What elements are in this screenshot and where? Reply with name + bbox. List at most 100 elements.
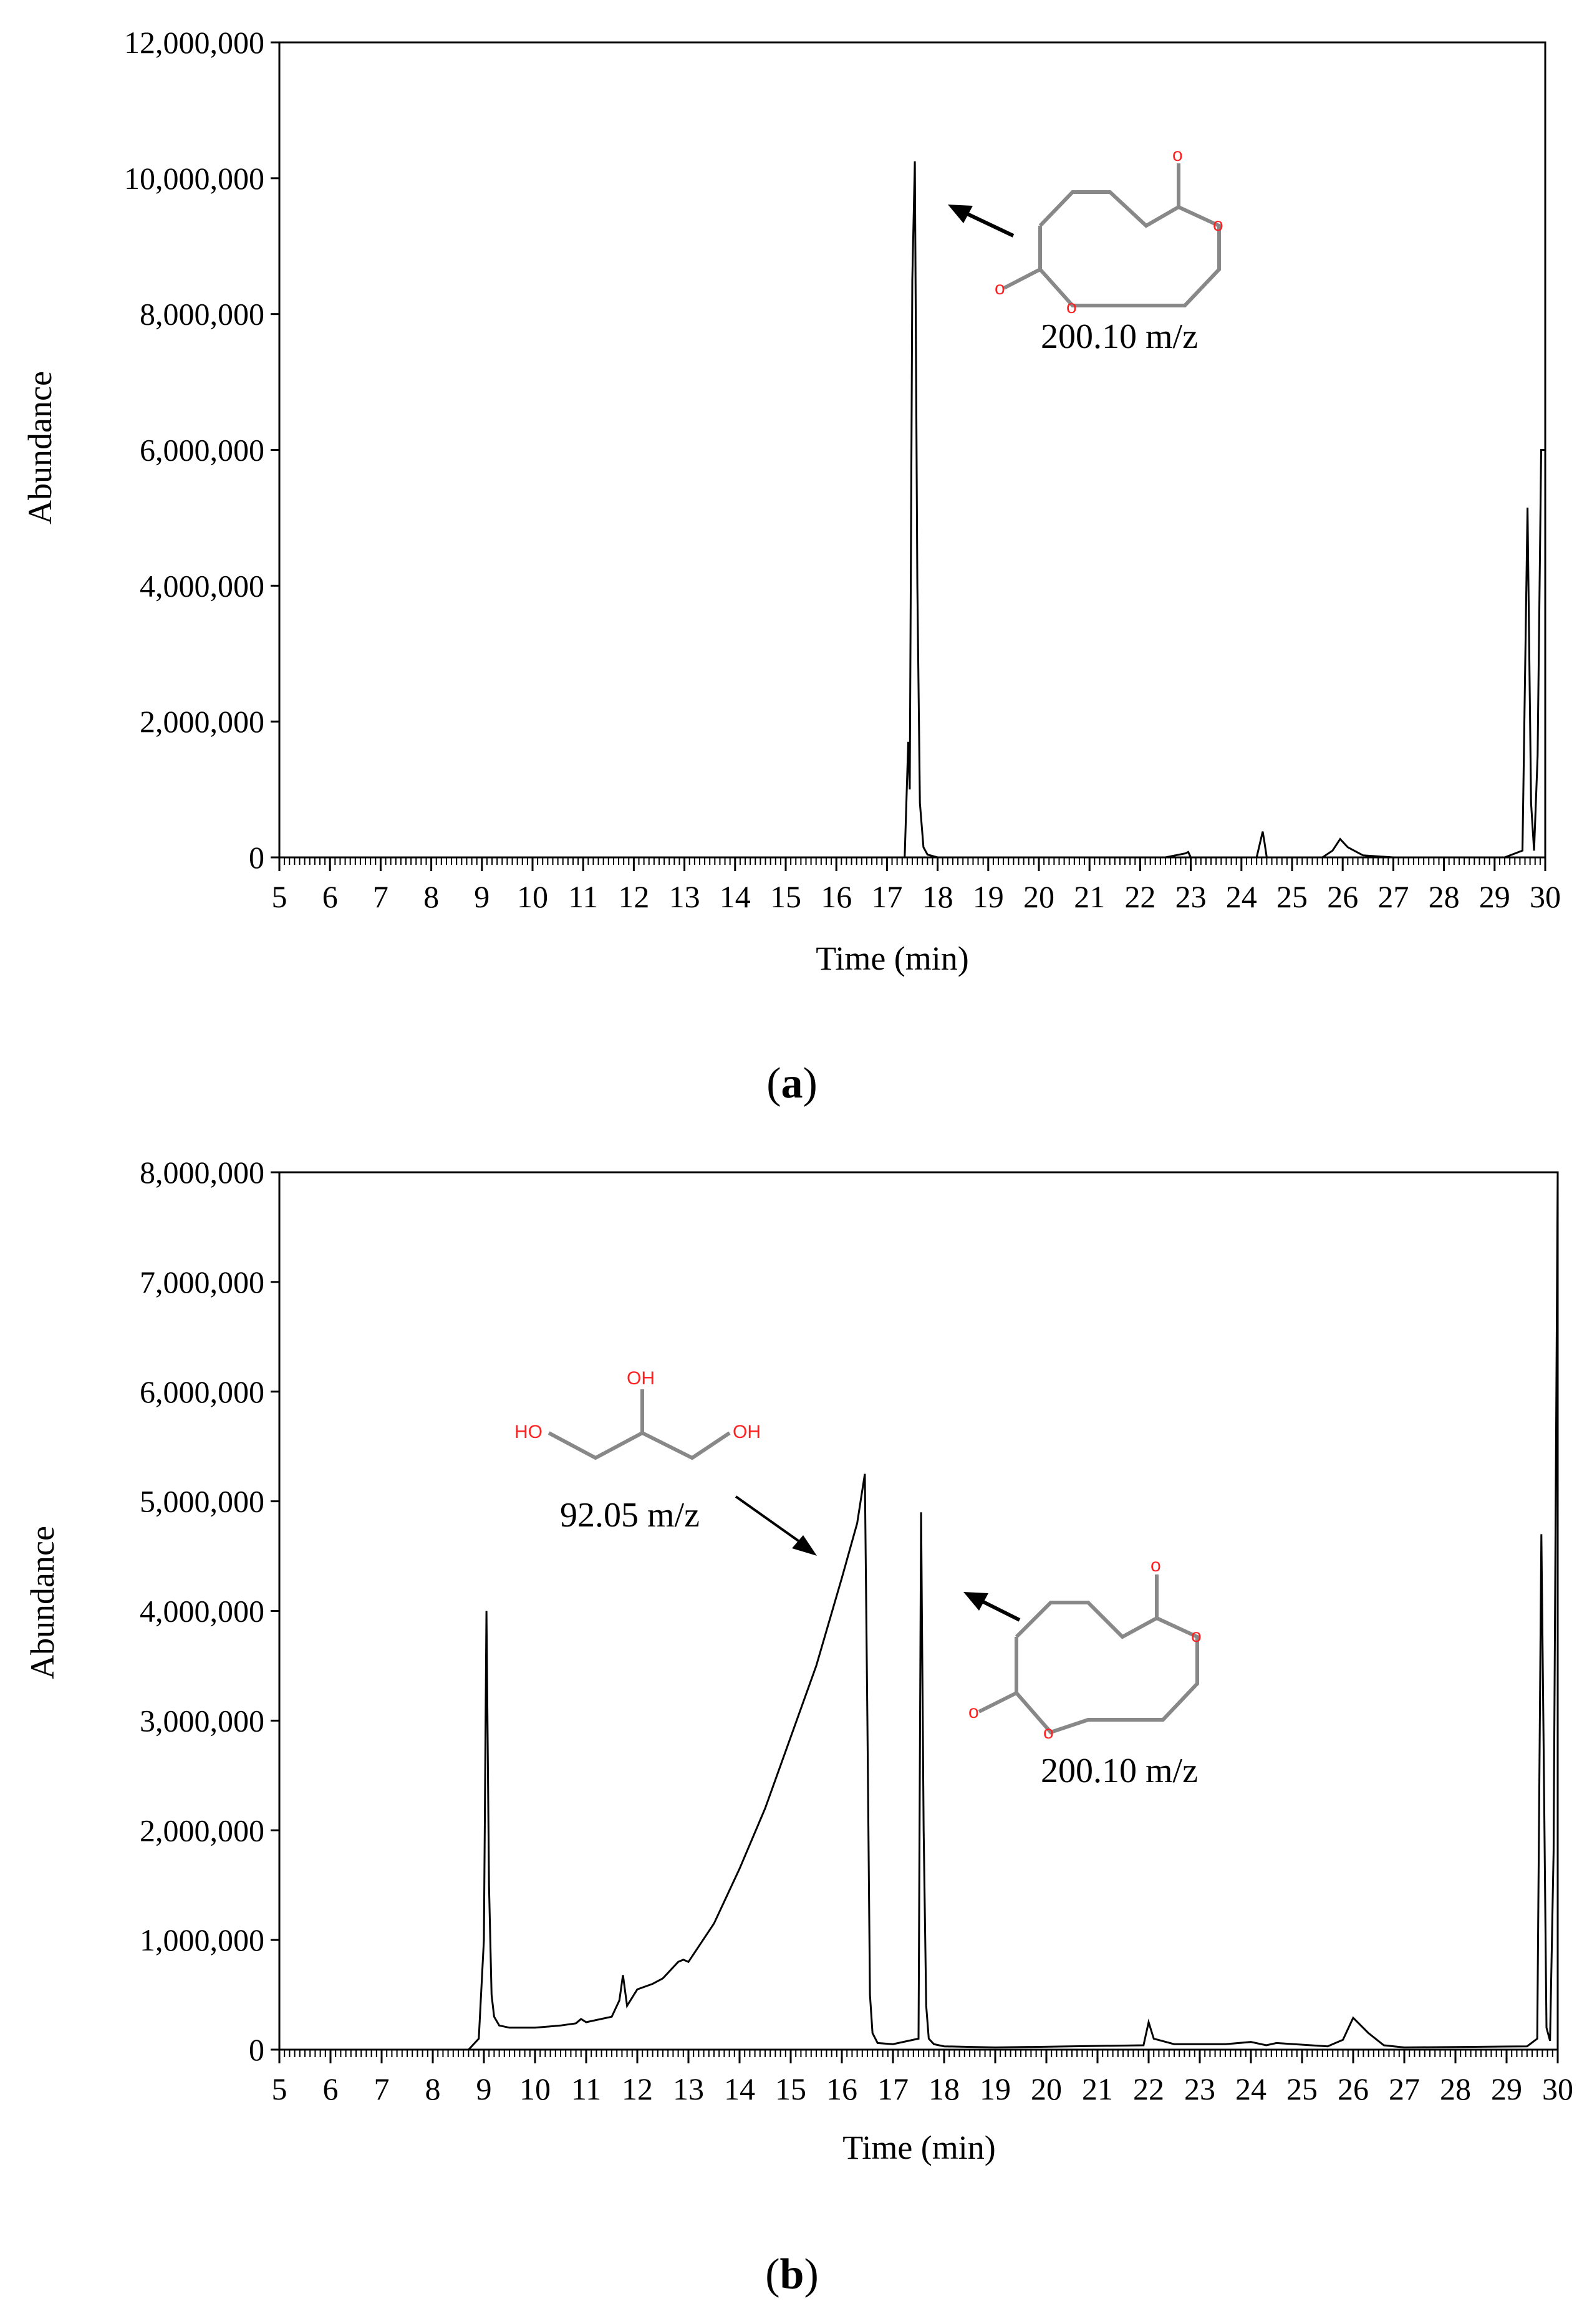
y-tick-label: 6,000,000 xyxy=(140,433,264,468)
chart-b-x-axis-title: Time (min) xyxy=(842,2129,996,2166)
x-tick-label: 9 xyxy=(474,879,490,914)
x-tick-label: 12 xyxy=(622,2071,653,2106)
x-tick-label: 12 xyxy=(618,879,649,914)
y-tick-label: 4,000,000 xyxy=(140,1594,264,1629)
x-tick-label: 13 xyxy=(669,879,700,914)
panel-label-a: (a) xyxy=(766,1059,818,1107)
y-tick-label: 0 xyxy=(249,2032,264,2067)
y-tick-label: 7,000,000 xyxy=(140,1265,264,1299)
chart-b-annotation-glycerol-mz: 92.05 m/z xyxy=(560,1496,700,1535)
y-tick-label: 5,000,000 xyxy=(140,1484,264,1519)
x-tick-label: 21 xyxy=(1074,879,1105,914)
x-tick-label: 13 xyxy=(673,2071,704,2106)
oxygen-label: o xyxy=(1151,1555,1161,1576)
y-tick-label: 6,000,000 xyxy=(140,1374,264,1409)
carbonyl-bond-a2 xyxy=(1003,268,1041,290)
hydroxyl-label: HO xyxy=(514,1422,543,1442)
molecule-structure-a: o o o o 200.10 m/z xyxy=(948,145,1223,356)
y-tick-label: 2,000,000 xyxy=(140,1813,264,1848)
macrocycle-ring-a xyxy=(1038,190,1221,307)
y-tick-label: 3,000,000 xyxy=(140,1703,264,1738)
x-tick-label: 8 xyxy=(423,879,439,914)
x-tick-label: 5 xyxy=(272,2071,287,2106)
x-tick-label: 11 xyxy=(571,2071,601,2106)
arrow-head-glycerol-icon xyxy=(792,1535,817,1556)
x-tick-label: 19 xyxy=(973,879,1004,914)
x-tick-label: 18 xyxy=(929,2071,960,2106)
y-tick-label: 4,000,000 xyxy=(140,568,264,603)
x-tick-label: 26 xyxy=(1338,2071,1369,2106)
x-tick-label: 19 xyxy=(980,2071,1011,2106)
hydroxyl-label: OH xyxy=(627,1368,655,1389)
chart-b-annotation-mz: 200.10 m/z xyxy=(1041,1752,1198,1790)
x-tick-label: 25 xyxy=(1276,879,1308,914)
chart-b-series-line xyxy=(279,1172,1559,2051)
oxygen-label: o xyxy=(968,1702,979,1722)
chart-b-x-ticks: 5 6 7 8 9 10 11 12 13 14 15 16 17 18 19 20 21 22 23 24 25 26 2… xyxy=(272,2050,1573,2106)
x-tick-label: 14 xyxy=(724,2071,755,2106)
x-tick-label: 27 xyxy=(1377,879,1409,914)
x-tick-label: 8 xyxy=(425,2071,441,2106)
x-tick-label: 28 xyxy=(1429,879,1460,914)
y-tick-label: 8,000,000 xyxy=(140,297,264,332)
x-tick-label: 18 xyxy=(922,879,953,914)
hydroxyl-label: OH xyxy=(733,1422,761,1442)
chart-a-y-ticks: 0 2,000,000 4,000,000 6,000,000 8,000,000 10,… xyxy=(124,25,279,875)
x-tick-label: 20 xyxy=(1023,879,1054,914)
oxygen-label: o xyxy=(1213,215,1223,235)
chart-a-x-ticks: 5 6 7 8 9 10 11 12 13 14 15 16 17 18 19 20 21 22 23 24 25 26 2… xyxy=(272,857,1561,914)
y-tick-label: 1,000,000 xyxy=(140,1922,264,1957)
x-tick-label: 28 xyxy=(1440,2071,1471,2106)
x-tick-label: 17 xyxy=(877,2071,909,2106)
x-tick-label: 21 xyxy=(1082,2071,1113,2106)
x-tick-label: 30 xyxy=(1530,879,1561,914)
x-tick-label: 23 xyxy=(1184,2071,1215,2106)
x-tick-label: 14 xyxy=(720,879,751,914)
x-tick-label: 22 xyxy=(1133,2071,1164,2106)
x-tick-label: 5 xyxy=(272,879,287,914)
chart-b-y-axis-title: Abundance xyxy=(24,1526,61,1679)
x-tick-label: 22 xyxy=(1124,879,1155,914)
macrocycle-ring-b xyxy=(1015,1601,1199,1735)
oxygen-label: o xyxy=(1191,1626,1202,1646)
oxygen-label: o xyxy=(1172,145,1183,165)
x-tick-label: 7 xyxy=(373,879,388,914)
x-tick-label: 25 xyxy=(1286,2071,1318,2106)
arrow-head-b-icon xyxy=(963,1592,988,1611)
x-tick-label: 29 xyxy=(1479,879,1510,914)
x-tick-label: 24 xyxy=(1226,879,1257,914)
oxygen-label: o xyxy=(1043,1722,1054,1743)
y-tick-label: 10,000,000 xyxy=(124,161,264,196)
x-tick-label: 20 xyxy=(1031,2071,1062,2106)
x-tick-label: 9 xyxy=(476,2071,492,2106)
arrow-glycerol xyxy=(735,1495,812,1551)
x-tick-label: 27 xyxy=(1389,2071,1420,2106)
x-tick-label: 7 xyxy=(374,2071,390,2106)
chart-a-x-axis-title: Time (min) xyxy=(816,940,969,977)
chart-panel-a: 0 2,000,000 4,000,000 6,000,000 8,000,000 10,… xyxy=(21,25,1561,1107)
x-tick-label: 15 xyxy=(770,879,801,914)
chart-a-annotation-mz: 200.10 m/z xyxy=(1041,317,1198,356)
x-tick-label: 11 xyxy=(568,879,598,914)
chart-a-series-line xyxy=(279,161,1545,859)
x-tick-label: 15 xyxy=(775,2071,806,2106)
glycerol-structure: HO OH OH 92.05 m/z xyxy=(514,1368,817,1556)
carbonyl-bond-b2 xyxy=(978,1691,1018,1714)
y-tick-label: 12,000,000 xyxy=(124,25,264,60)
x-tick-label: 17 xyxy=(871,879,902,914)
oxygen-label: o xyxy=(1066,297,1077,317)
chart-a-y-axis-title: Abundance xyxy=(21,371,59,524)
x-tick-label: 29 xyxy=(1491,2071,1522,2106)
chart-b-y-ticks: 0 1,000,000 2,000,000 3,000,000 4,000,000 5,0… xyxy=(140,1155,279,2067)
x-tick-label: 16 xyxy=(821,879,852,914)
x-tick-label: 10 xyxy=(519,2071,551,2106)
x-tick-label: 26 xyxy=(1327,879,1358,914)
x-tick-label: 6 xyxy=(322,879,338,914)
oxygen-label: o xyxy=(995,278,1005,299)
x-tick-label: 10 xyxy=(517,879,548,914)
x-tick-label: 23 xyxy=(1175,879,1207,914)
molecule-structure-b: o o o o 200.10 m/z xyxy=(963,1555,1202,1790)
chart-panel-b: 0 1,000,000 2,000,000 3,000,000 4,000,000 5,0… xyxy=(24,1155,1573,2298)
y-tick-label: 0 xyxy=(249,840,264,875)
